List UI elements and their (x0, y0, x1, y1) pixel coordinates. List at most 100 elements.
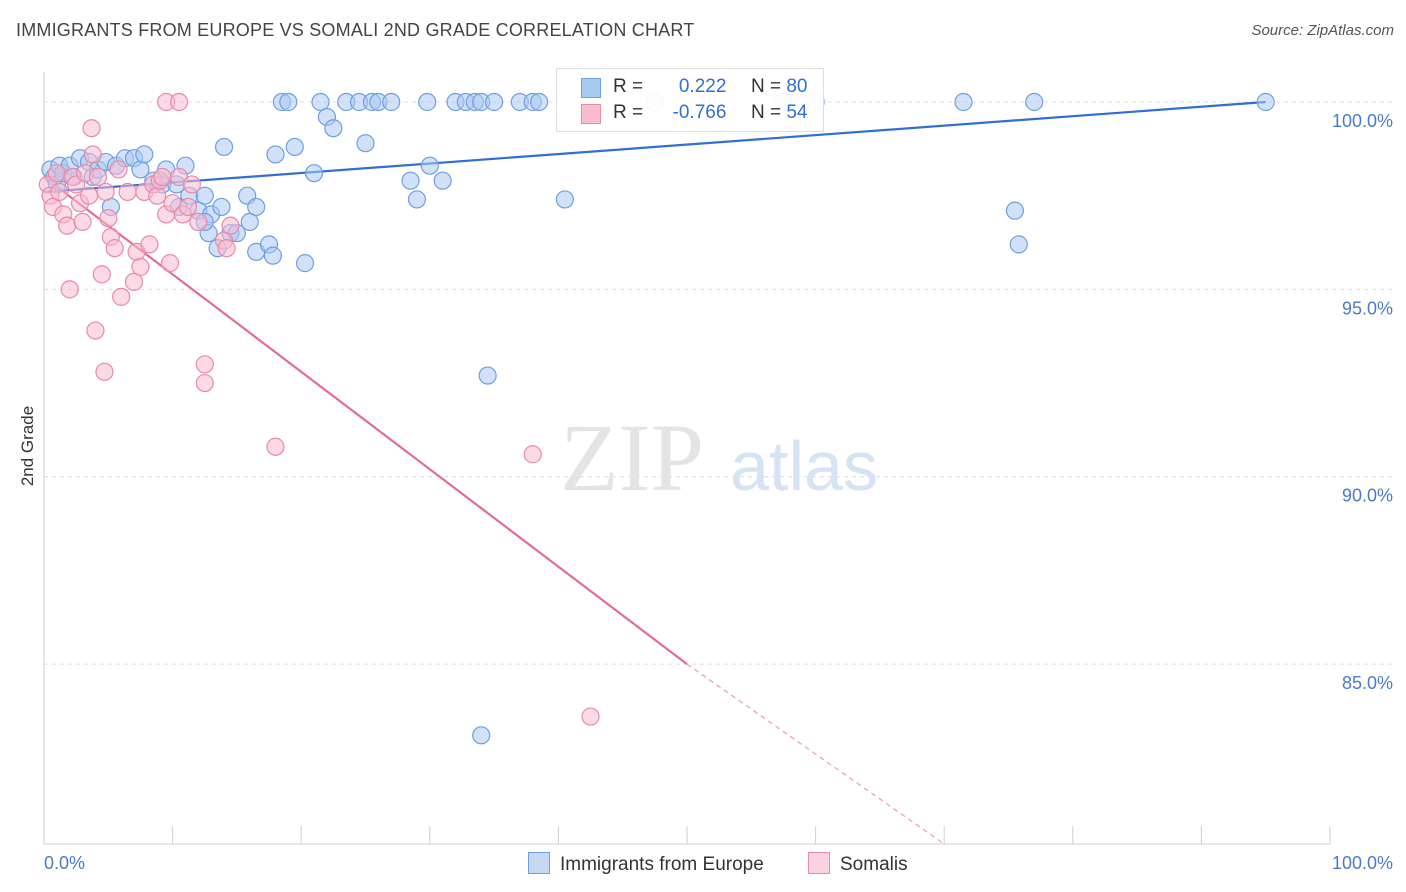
bottom-legend-swatch-somalis (808, 852, 830, 874)
bottom-legend-swatch-europe (528, 852, 550, 874)
bottom-legend-label-europe: Immigrants from Europe (560, 854, 764, 875)
point-europe (285, 137, 304, 157)
point-somalis (99, 209, 118, 228)
point-europe (214, 137, 234, 157)
legend-r-label: R = (613, 76, 644, 97)
point-somalis (88, 167, 108, 187)
trend-line-europe (43, 100, 1266, 194)
point-europe (407, 190, 427, 209)
y-tick-label: 95.0% (1342, 298, 1393, 318)
point-somalis (92, 265, 111, 284)
point-somalis (169, 92, 189, 112)
point-europe (324, 119, 343, 138)
point-somalis (118, 182, 137, 202)
point-somalis (195, 355, 214, 374)
point-europe (266, 145, 285, 164)
point-somalis (82, 119, 101, 138)
x-tick-label: 100.0% (1332, 853, 1393, 873)
point-somalis (153, 167, 172, 187)
point-somalis (217, 239, 236, 258)
bottom-legend-europe: Immigrants from Europe (528, 852, 764, 876)
point-somalis (148, 186, 167, 205)
point-somalis (189, 212, 208, 232)
stats-legend: R = 0.222 N = 80 R = -0.766 N = 54 (556, 68, 824, 132)
point-europe (530, 92, 549, 112)
point-europe (555, 190, 574, 209)
chart-title: IMMIGRANTS FROM EUROPE VS SOMALI 2ND GRA… (16, 20, 695, 40)
point-somalis (140, 235, 159, 254)
point-somalis (79, 186, 99, 205)
y-tick-label: 85.0% (1342, 673, 1393, 693)
point-somalis (178, 197, 198, 217)
point-europe (485, 92, 504, 112)
data-points (38, 92, 1275, 745)
point-somalis (112, 287, 131, 306)
point-somalis (221, 216, 240, 235)
trend-line-somalis (43, 176, 688, 665)
point-europe (1025, 92, 1044, 112)
point-europe (311, 92, 330, 112)
point-europe (1005, 201, 1025, 220)
point-somalis (109, 160, 128, 179)
source-attribution: Source: ZipAtlas.com (1251, 22, 1394, 39)
point-somalis (124, 272, 144, 291)
y-axis-label: 2nd Grade (18, 406, 37, 486)
point-europe (382, 92, 401, 112)
point-europe (212, 197, 231, 217)
point-europe (247, 197, 266, 217)
point-europe (1256, 92, 1275, 112)
legend-swatch-somalis (581, 104, 601, 124)
y-tick-label: 90.0% (1342, 486, 1393, 506)
point-somalis (95, 362, 114, 381)
point-europe (401, 171, 420, 190)
bottom-legend-somalis: Somalis (808, 852, 908, 876)
point-somalis (182, 175, 201, 194)
point-somalis (96, 182, 115, 202)
legend-r-label: R = (613, 102, 644, 123)
gridlines (44, 101, 1392, 665)
trend-extension-somalis (686, 663, 945, 845)
point-somalis (160, 254, 180, 273)
point-europe (1009, 235, 1028, 254)
point-somalis (58, 216, 77, 235)
point-somalis (581, 707, 600, 726)
point-somalis (83, 145, 102, 164)
legend-n-label: N = (750, 102, 782, 123)
point-somalis (105, 239, 124, 258)
bottom-legend-label-somalis: Somalis (840, 854, 908, 875)
point-somalis (86, 321, 105, 340)
legend-r-value: -0.766 (672, 102, 727, 123)
point-europe (304, 164, 324, 183)
point-somalis (60, 280, 79, 299)
trend-lines (43, 100, 1266, 845)
legend-n-value: 54 (786, 102, 808, 123)
point-europe (195, 186, 214, 205)
point-somalis (47, 164, 66, 183)
x-tick-label: 0.0% (44, 853, 85, 873)
point-europe (472, 726, 491, 745)
point-europe (478, 366, 497, 385)
point-europe (263, 246, 283, 265)
point-europe (356, 134, 375, 153)
watermark-zip: ZIP (560, 404, 704, 511)
point-somalis (523, 445, 542, 464)
point-europe (433, 171, 452, 190)
point-europe (418, 92, 437, 112)
legend-n-label: N = (750, 76, 782, 97)
legend-r-value: 0.222 (678, 76, 727, 97)
point-europe (420, 156, 439, 175)
point-somalis (50, 182, 69, 202)
watermark: ZIP atlas (560, 404, 878, 511)
point-europe (295, 254, 315, 273)
point-somalis (73, 212, 92, 232)
watermark-atlas: atlas (730, 427, 878, 505)
point-europe (279, 92, 298, 112)
point-europe (240, 212, 259, 232)
point-somalis (195, 373, 214, 393)
point-europe (954, 92, 973, 112)
y-tick-label: 100.0% (1332, 111, 1393, 131)
legend-swatch-europe (581, 78, 601, 98)
point-somalis (266, 437, 285, 456)
axes (43, 72, 1331, 845)
